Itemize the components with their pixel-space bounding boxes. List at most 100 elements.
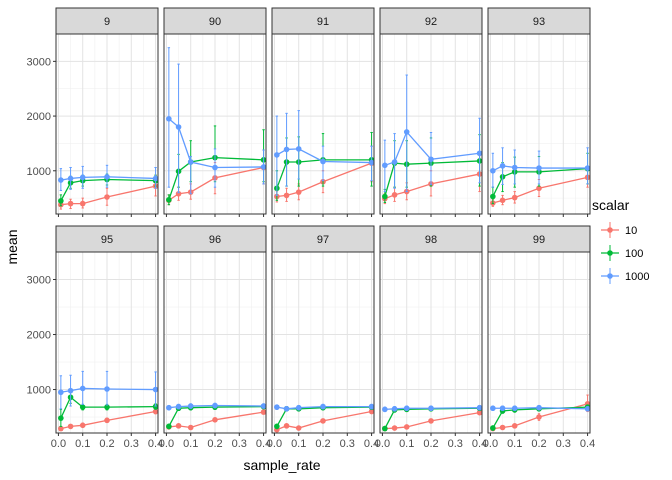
data-point [175,423,182,429]
data-point [511,164,518,171]
series-1000 [490,404,591,412]
data-point [490,167,496,174]
data-point [499,163,506,169]
facet-panel-9: 9 [55,7,159,215]
facet-panel-91: 91 [271,7,375,215]
data-point [274,152,280,158]
x-tick-label: 0.1 [183,438,198,450]
facet-strip-label: 96 [209,234,221,246]
facet-panel-99: 99 [487,225,591,434]
facet-strip-label: 95 [101,234,113,246]
data-point [391,405,398,412]
y-tick-label: 1000 [27,166,51,178]
data-point [67,200,74,207]
facet-panel-95: 95 [55,225,159,434]
legend-label: 100 [625,248,643,260]
legend-label: 10 [625,225,637,237]
series-1000 [58,370,159,410]
data-point [391,192,398,198]
facet-panel-92: 92 [379,7,483,215]
data-point [382,406,388,413]
legend-point [607,250,613,256]
y-tick-label: 3000 [27,275,51,287]
data-point [295,146,302,152]
data-point [499,197,506,204]
data-point [320,418,326,424]
x-tick-label: 0.0 [375,438,390,450]
data-point [476,409,483,416]
data-point [79,404,86,410]
data-point [295,189,302,195]
legend-item-10: 10 [601,222,637,238]
facet-panel-97: 97 [271,225,375,434]
x-tick-label: 0.0 [483,438,498,450]
data-point [403,405,410,412]
data-point [104,386,110,392]
x-axis: 0.0 0.1 0.2 0.3 0.40.0 0.1 0.2 0.3 0.40.0 0.1 0.2 0… [51,214,595,450]
x-tick-label: 0.4 [256,438,271,450]
data-point [187,403,194,409]
data-point [58,177,64,183]
facet-strip-label: 97 [317,234,329,246]
x-tick-label: 0.0 [267,438,282,450]
data-point [104,404,110,410]
y-tick-label: 2000 [27,330,51,342]
facet-strip [379,225,483,253]
data-point [428,418,434,424]
data-point [58,198,64,204]
x-tick-label: 0.4 [148,438,163,450]
x-tick-label: 0.3 [232,438,247,450]
legend-point [607,227,613,233]
data-point [536,404,542,411]
data-point [175,124,182,130]
facet-strip [271,225,375,253]
x-tick-label: 0.1 [399,438,414,450]
facet-strip-label: 9 [104,16,110,28]
legend-item-100: 100 [601,245,643,261]
data-point [382,162,388,169]
x-tick-label: 0.2 [315,438,330,450]
facet-strip [55,225,159,253]
x-tick-label: 0.2 [531,438,546,450]
data-point [511,405,518,412]
data-point [490,193,496,200]
data-point [320,158,326,165]
data-point [79,422,86,429]
data-point [428,156,434,163]
data-point [104,173,110,180]
data-point [511,194,518,201]
data-point [104,417,110,424]
series-1000 [274,110,375,196]
facet-strip-label: 99 [533,234,545,246]
facet-strip-label: 98 [425,234,437,246]
data-point [175,403,182,410]
data-point [166,196,172,203]
x-tick-label: 0.2 [99,438,114,450]
data-point [476,404,483,411]
series-1000 [274,403,375,412]
data-point [536,165,542,171]
x-tick-label: 0.1 [507,438,522,450]
data-point [274,423,280,430]
data-point [212,402,218,409]
series-1000 [382,74,483,193]
data-point [536,185,542,192]
data-point [499,424,506,431]
series-1000 [490,147,591,188]
series-1000 [166,47,267,195]
x-tick-label: 0.0 [51,438,66,450]
data-point [152,403,159,410]
series-1000 [166,402,267,411]
data-point [79,385,86,392]
x-tick-label: 0.4 [364,438,379,450]
data-point [368,403,375,410]
x-axis-title: sample_rate [243,457,320,473]
data-point [274,404,280,410]
facet-panel-90: 90 [163,7,267,215]
facet-strip [55,7,159,35]
data-point [212,416,218,423]
data-point [104,194,110,200]
data-point [152,386,159,393]
data-point [58,415,64,421]
